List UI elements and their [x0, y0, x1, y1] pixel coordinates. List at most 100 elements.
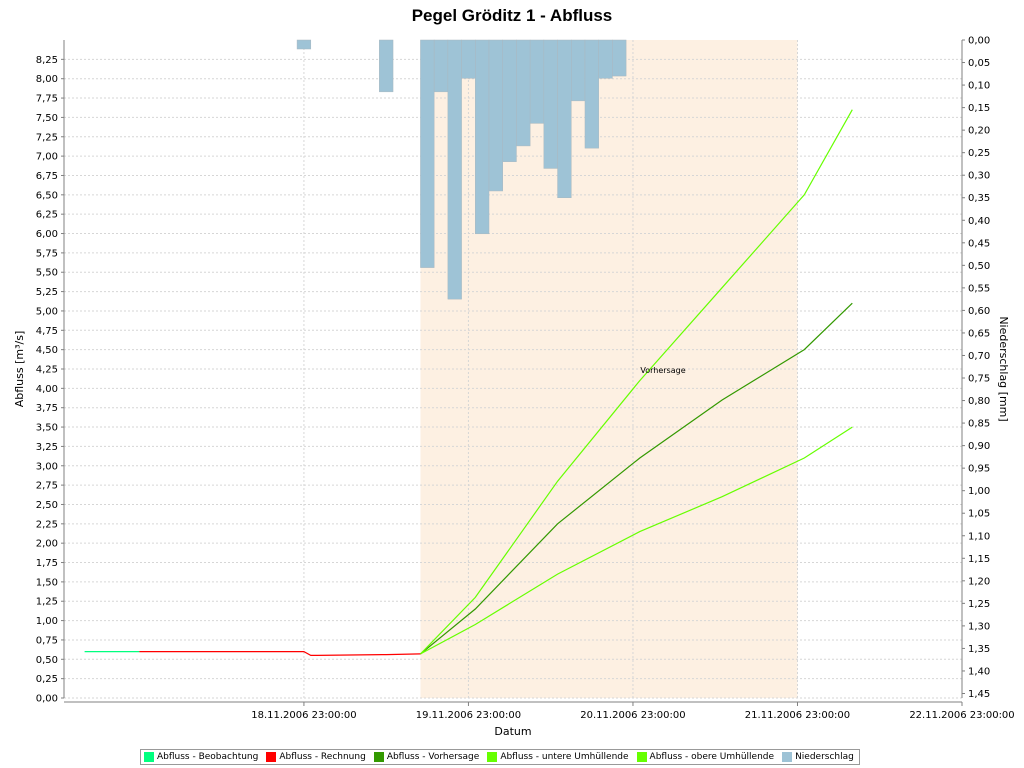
y-tick-label: 5,25 [36, 287, 58, 298]
x-tick-label: 21.11.2006 23:00:00 [745, 710, 850, 721]
y2-tick-label: 0,25 [968, 148, 990, 159]
y-tick-label: 4,25 [36, 365, 58, 376]
x-tick-label: 19.11.2006 23:00:00 [416, 710, 521, 721]
y2-tick-label: 0,95 [968, 464, 990, 475]
y2-tick-label: 0,90 [968, 441, 990, 452]
legend-item: Abfluss - Vorhersage [373, 752, 480, 762]
legend-label: Abfluss - untere Umhüllende [500, 752, 629, 762]
legend-label: Abfluss - Rechnung [279, 752, 366, 762]
y-tick-label: 5,50 [36, 268, 58, 279]
y-tick-label: 4,50 [36, 345, 58, 356]
y-tick-label: 7,50 [36, 113, 58, 124]
precipitation-bar [420, 39, 435, 268]
forecast-label: Vorhersage [640, 366, 685, 375]
precipitation-bar [447, 39, 462, 300]
precipitation-bar [433, 39, 449, 93]
y-tick-label: 0,25 [36, 674, 58, 685]
legend-label: Abfluss - Beobachtung [157, 752, 259, 762]
y2-tick-label: 0,85 [968, 419, 990, 430]
precipitation-bar [461, 39, 476, 79]
y2-tick-label: 1,10 [968, 531, 990, 542]
x-axis-title: Datum [494, 725, 531, 738]
legend-swatch [636, 752, 647, 762]
y-tick-label: 1,75 [36, 558, 58, 569]
legend-item: Abfluss - obere Umhüllende [636, 752, 775, 762]
precipitation-bar [502, 39, 517, 162]
y-tick-label: 2,75 [36, 481, 58, 492]
legend-swatch [782, 752, 793, 762]
y-tick-label: 8,00 [36, 74, 58, 85]
y-axis-title: Abfluss [m³/s] [13, 331, 26, 408]
precipitation-bar [488, 39, 503, 192]
precipitation-bar [612, 39, 627, 77]
precipitation-bar [296, 39, 312, 50]
precipitation-bar [379, 39, 394, 93]
y2-tick-label: 0,60 [968, 306, 990, 317]
y2-tick-label: 0,30 [968, 171, 990, 182]
y2-tick-label: 1,25 [968, 599, 990, 610]
y2-tick-label: 0,55 [968, 283, 990, 294]
precipitation-bar [516, 39, 531, 147]
precipitation-bar [475, 39, 490, 235]
y2-tick-label: 0,70 [968, 351, 990, 362]
y2-tick-label: 1,30 [968, 621, 990, 632]
y-tick-label: 3,50 [36, 423, 58, 434]
legend-item: Abfluss - Rechnung [266, 752, 366, 762]
y-tick-label: 4,75 [36, 326, 58, 337]
legend-label: Abfluss - Vorhersage [386, 752, 480, 762]
y2-tick-label: 0,80 [968, 396, 990, 407]
legend-label: Abfluss - obere Umhüllende [649, 752, 775, 762]
precipitation-bar [571, 39, 586, 102]
legend-swatch [144, 752, 154, 762]
y-tick-label: 6,50 [36, 190, 58, 201]
legend-item: Abfluss - Beobachtung [144, 752, 258, 762]
y-tick-label: 2,25 [36, 519, 58, 530]
y-tick-label: 4,00 [36, 384, 58, 395]
legend-swatch [266, 752, 277, 762]
precipitation-bar [543, 39, 558, 169]
legend-item: Niederschlag [782, 752, 854, 762]
y2-tick-label: 0,50 [968, 261, 990, 272]
precipitation-bar [584, 39, 599, 149]
y-tick-label: 1,50 [36, 577, 58, 588]
y-tick-label: 3,25 [36, 442, 58, 453]
legend-swatch [487, 752, 498, 762]
y-tick-label: 6,25 [36, 210, 58, 221]
y-tick-label: 5,75 [36, 248, 58, 259]
x-tick-label: 18.11.2006 23:00:00 [251, 710, 356, 721]
series-line-abfluss-vorhersage [420, 302, 853, 655]
y2-tick-label: 0,40 [968, 216, 990, 227]
precipitation-bar [557, 39, 572, 198]
y2-tick-label: 0,45 [968, 238, 990, 249]
y-tick-label: 7,75 [36, 94, 58, 105]
y2-tick-label: 0,05 [968, 58, 990, 69]
y-tick-label: 0,00 [36, 694, 58, 705]
y-tick-label: 1,25 [36, 597, 58, 608]
legend-swatch [373, 752, 384, 762]
y-tick-label: 2,00 [36, 539, 58, 550]
y-tick-label: 7,25 [36, 132, 58, 143]
legend-label: Niederschlag [795, 752, 854, 762]
y-tick-label: 3,00 [36, 461, 58, 472]
y-tick-label: 7,00 [36, 152, 58, 163]
y2-axis-title: Niederschlag [mm] [997, 316, 1010, 421]
y2-tick-label: 1,05 [968, 509, 990, 520]
y-tick-label: 0,50 [36, 655, 58, 666]
y-tick-label: 0,75 [36, 635, 58, 646]
x-tick-label: 22.11.2006 23:00:00 [909, 710, 1014, 721]
y2-tick-label: 0,15 [968, 103, 990, 114]
y-tick-label: 5,00 [36, 306, 58, 317]
y2-tick-label: 1,20 [968, 576, 990, 587]
y2-tick-label: 1,40 [968, 666, 990, 677]
chart-title: Pegel Gröditz 1 - Abfluss [411, 6, 613, 25]
y-tick-label: 1,00 [36, 616, 58, 627]
y2-tick-label: 1,45 [968, 689, 990, 700]
series-line-abfluss-untere-umh-llende [420, 426, 853, 655]
y-tick-label: 6,00 [36, 229, 58, 240]
y2-tick-label: 0,20 [968, 126, 990, 137]
y-tick-label: 8,25 [36, 55, 58, 66]
y2-tick-label: 0,00 [968, 36, 990, 47]
x-tick-label: 20.11.2006 23:00:00 [580, 710, 685, 721]
y2-tick-label: 1,35 [968, 644, 990, 655]
